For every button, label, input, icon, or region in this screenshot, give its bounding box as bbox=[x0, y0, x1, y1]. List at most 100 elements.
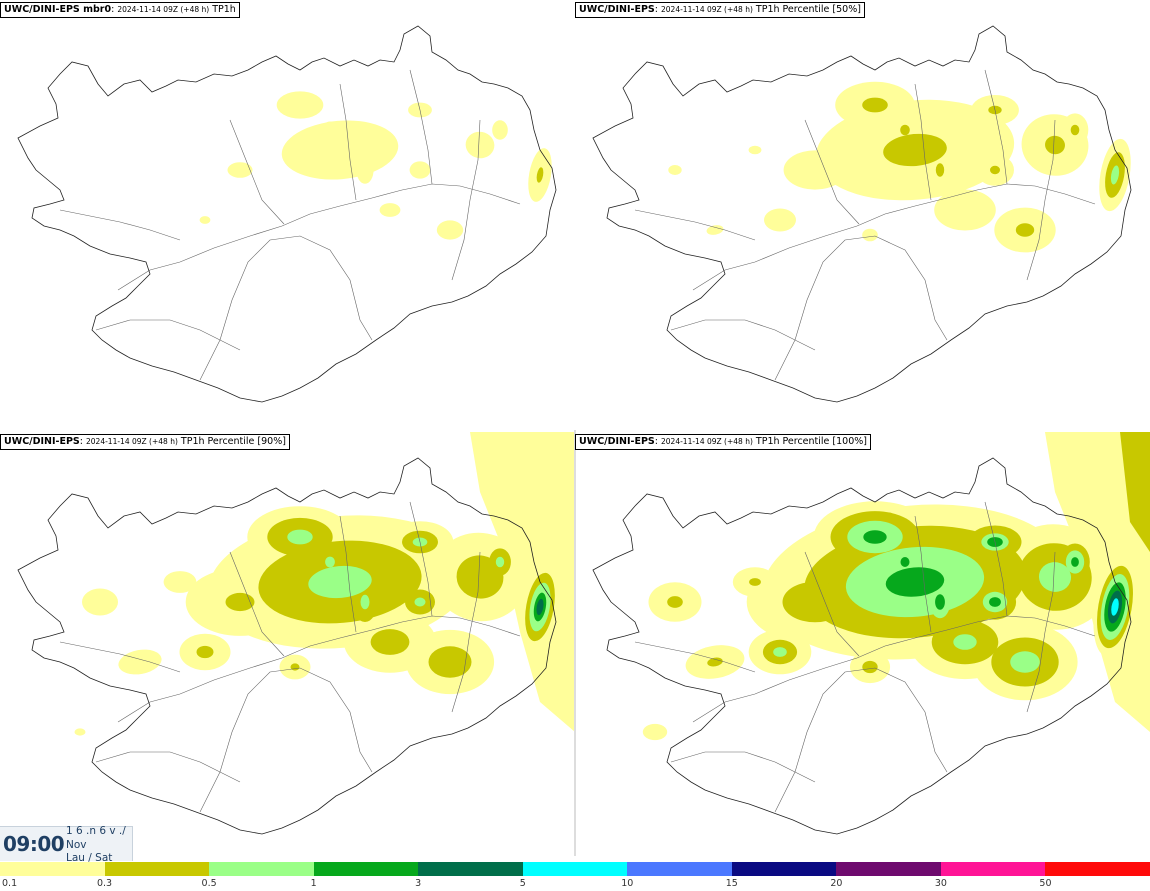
road-line bbox=[409, 69, 433, 185]
precip-area bbox=[465, 131, 495, 159]
precip-area bbox=[953, 634, 977, 650]
precip-area bbox=[1070, 124, 1080, 136]
colorbar-segment bbox=[209, 862, 314, 876]
precip-area bbox=[118, 649, 162, 675]
precip-area bbox=[783, 150, 847, 190]
colorbar-segment bbox=[1045, 862, 1150, 876]
precip-area bbox=[492, 120, 508, 140]
colorbar-segment bbox=[104, 862, 210, 876]
valid-time-box: 09:00 1 6 .n 6 v ./ Nov Lau / Sat bbox=[0, 825, 133, 864]
map-panel-p100: UWC/DINI-EPS: 2024-11-14 09Z (+48 h) TP1… bbox=[575, 432, 1150, 862]
precip-area bbox=[536, 167, 544, 183]
precip-area bbox=[642, 723, 668, 741]
map-panel-p90: UWC/DINI-EPS: 2024-11-14 09Z (+48 h) TP1… bbox=[0, 432, 575, 862]
precip-area bbox=[322, 121, 338, 139]
panel-date: 2024-11-14 09Z (+48 h) bbox=[661, 437, 753, 446]
precip-area bbox=[163, 571, 197, 593]
road-line bbox=[914, 83, 932, 201]
precip-area bbox=[281, 120, 399, 180]
panel-model: UWC/DINI-EPS bbox=[579, 436, 655, 447]
precip-area bbox=[900, 557, 910, 567]
precip-area bbox=[1071, 557, 1079, 567]
colorbar-label: 3 bbox=[415, 878, 422, 889]
road-line bbox=[804, 551, 860, 657]
precip-area bbox=[356, 156, 374, 184]
precip-area bbox=[862, 660, 878, 674]
precip-area bbox=[199, 216, 211, 224]
panel-date: 2024-11-14 09Z (+48 h) bbox=[86, 437, 178, 446]
precip-area bbox=[782, 581, 848, 623]
precip-layer bbox=[536, 598, 544, 616]
precip-colorbar bbox=[0, 862, 1150, 876]
road-line bbox=[692, 615, 1096, 723]
road-line bbox=[774, 667, 948, 813]
precip-area bbox=[290, 663, 300, 671]
colorbar-label: 0.3 bbox=[96, 878, 113, 889]
precip-area bbox=[495, 556, 505, 568]
road-line bbox=[634, 209, 756, 241]
precip-area bbox=[862, 228, 878, 242]
colorbar-label: 30 bbox=[934, 878, 947, 889]
road-line bbox=[774, 235, 948, 381]
precip-map bbox=[592, 25, 1132, 403]
colorbar-label: 50 bbox=[1039, 878, 1052, 889]
road-line bbox=[339, 515, 357, 633]
panel-date: 2024-11-14 09Z (+48 h) bbox=[117, 5, 210, 14]
precip-area bbox=[1038, 562, 1072, 592]
road-line bbox=[199, 235, 373, 381]
colorbar-segment bbox=[0, 862, 105, 876]
valid-date-line: 1 6 .n 6 v ./ bbox=[66, 825, 126, 837]
iceland-coastline bbox=[17, 25, 557, 403]
precip-area bbox=[414, 597, 426, 607]
panel-title: UWC/DINI-EPS mbr0: 2024-11-14 09Z (+48 h… bbox=[0, 2, 240, 18]
precip-area bbox=[287, 529, 313, 545]
map-panel-mbr0: UWC/DINI-EPS mbr0: 2024-11-14 09Z (+48 h… bbox=[0, 0, 575, 430]
precip-area bbox=[225, 592, 255, 612]
precip-map bbox=[17, 25, 557, 403]
precip-area bbox=[706, 225, 724, 235]
road-line bbox=[804, 119, 860, 225]
precip-area bbox=[1045, 135, 1065, 155]
precip-layer bbox=[536, 167, 544, 183]
precip-area bbox=[276, 91, 324, 119]
colorbar-label: 1 bbox=[310, 878, 317, 889]
precip-area bbox=[409, 161, 431, 179]
panel-title: UWC/DINI-EPS: 2024-11-14 09Z (+48 h) TP1… bbox=[575, 434, 871, 450]
panel-model: UWC/DINI-EPS mbr0 bbox=[4, 4, 112, 15]
precip-area bbox=[1015, 223, 1035, 237]
precip-area bbox=[935, 163, 945, 177]
panel-model: UWC/DINI-EPS bbox=[579, 4, 655, 15]
road-line bbox=[199, 667, 373, 813]
colorbar-label: 0.5 bbox=[201, 878, 217, 889]
precip-map bbox=[17, 432, 575, 835]
road-line bbox=[339, 83, 357, 201]
precip-area bbox=[989, 597, 1001, 607]
road-line bbox=[670, 319, 816, 351]
road-line bbox=[634, 641, 756, 673]
road-line bbox=[984, 501, 1008, 617]
precip-area bbox=[748, 145, 762, 155]
precip-area bbox=[883, 133, 947, 167]
colorbar-segment bbox=[627, 862, 732, 876]
panel-field: TP1h Percentile [100%] bbox=[755, 436, 867, 447]
precip-layer bbox=[668, 81, 1131, 253]
colorbar-label: 10 bbox=[621, 878, 634, 889]
panel-field: TP1h bbox=[212, 4, 236, 15]
precip-area bbox=[1010, 651, 1040, 673]
road-line bbox=[984, 69, 1008, 185]
road-line bbox=[117, 615, 521, 723]
road-line bbox=[95, 319, 241, 351]
precip-area bbox=[863, 530, 887, 544]
precip-area bbox=[900, 124, 910, 136]
road-line bbox=[451, 119, 481, 281]
precip-map bbox=[592, 432, 1150, 835]
precip-area bbox=[862, 97, 888, 113]
precip-area bbox=[749, 578, 761, 586]
precip-area bbox=[885, 567, 945, 597]
iceland-coastline bbox=[592, 457, 1132, 835]
panel-field: TP1h Percentile [90%] bbox=[180, 436, 286, 447]
precip-area bbox=[667, 596, 683, 608]
panel-divider bbox=[574, 430, 576, 856]
valid-weekday: Lau / Sat bbox=[66, 852, 113, 864]
precip-area bbox=[82, 588, 118, 616]
